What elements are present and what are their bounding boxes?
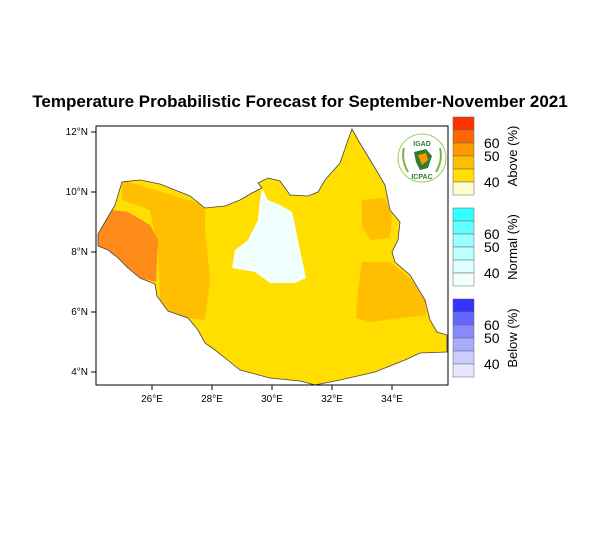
colorbar-group-label: Normal (%) <box>505 214 520 280</box>
colorbar-tick-label: 50 <box>484 330 500 346</box>
logo-bottom-text: ICPAC <box>411 174 432 181</box>
lon-tick-label: 32°E <box>321 394 343 405</box>
colorbar-swatch <box>452 324 475 339</box>
colorbar-group-label: Below (%) <box>505 308 520 367</box>
colorbar-tick-label: 60 <box>484 226 500 242</box>
colorbar-swatch <box>452 259 475 274</box>
lat-tick-label: 4°N <box>71 367 88 378</box>
lat-tick-label: 12°N <box>66 127 88 138</box>
lat-tick-label: 8°N <box>71 247 88 258</box>
colorbar-tick-label: 40 <box>484 356 500 372</box>
region-west <box>98 210 158 282</box>
lat-tick-label: 6°N <box>71 307 88 318</box>
region-east <box>356 262 426 322</box>
colorbar-group-label: Above (%) <box>505 126 520 187</box>
colorbar-swatch <box>452 129 475 144</box>
colorbar-swatch <box>452 298 475 313</box>
lon-tick-label: 30°E <box>261 394 283 405</box>
lon-tick-label: 28°E <box>201 394 223 405</box>
colorbar-swatch <box>452 220 475 235</box>
colorbar-tick-label: 60 <box>484 135 500 151</box>
colorbar-tick-label: 60 <box>484 317 500 333</box>
colorbar-swatch <box>452 207 475 222</box>
colorbar-swatch <box>452 168 475 183</box>
colorbar-swatch <box>452 233 475 248</box>
lat-ticks: 12°N 10°N 8°N 6°N 4°N <box>66 127 96 378</box>
colorbar-tick-label: 50 <box>484 239 500 255</box>
colorbar-swatch <box>452 350 475 365</box>
region-central-normal <box>232 188 306 283</box>
lon-tick-label: 26°E <box>141 394 163 405</box>
colorbar-tick-label: 40 <box>484 174 500 190</box>
colorbar-swatch <box>452 246 475 261</box>
colorbar-swatch <box>452 181 475 196</box>
logo-top-text: IGAD <box>413 141 431 148</box>
region-northeast <box>362 198 392 240</box>
colorbar-swatch <box>452 116 475 131</box>
colorbar-tick-label: 40 <box>484 265 500 281</box>
colorbar-swatch <box>452 363 475 378</box>
colorbar-swatch <box>452 155 475 170</box>
colorbar-swatch <box>452 311 475 326</box>
icpac-logo: IGAD ICPAC <box>397 133 447 183</box>
map-title: Temperature Probabilistic Forecast for S… <box>32 92 568 111</box>
colorbar-swatch <box>452 142 475 157</box>
colorbar-swatch <box>452 337 475 352</box>
lon-tick-label: 34°E <box>381 394 403 405</box>
colorbar-swatch <box>452 272 475 287</box>
region-northwest <box>122 180 210 320</box>
lat-tick-label: 10°N <box>66 187 88 198</box>
lon-ticks: 26°E 28°E 30°E 32°E 34°E <box>141 385 403 405</box>
colorbar-tick-label: 50 <box>484 148 500 164</box>
